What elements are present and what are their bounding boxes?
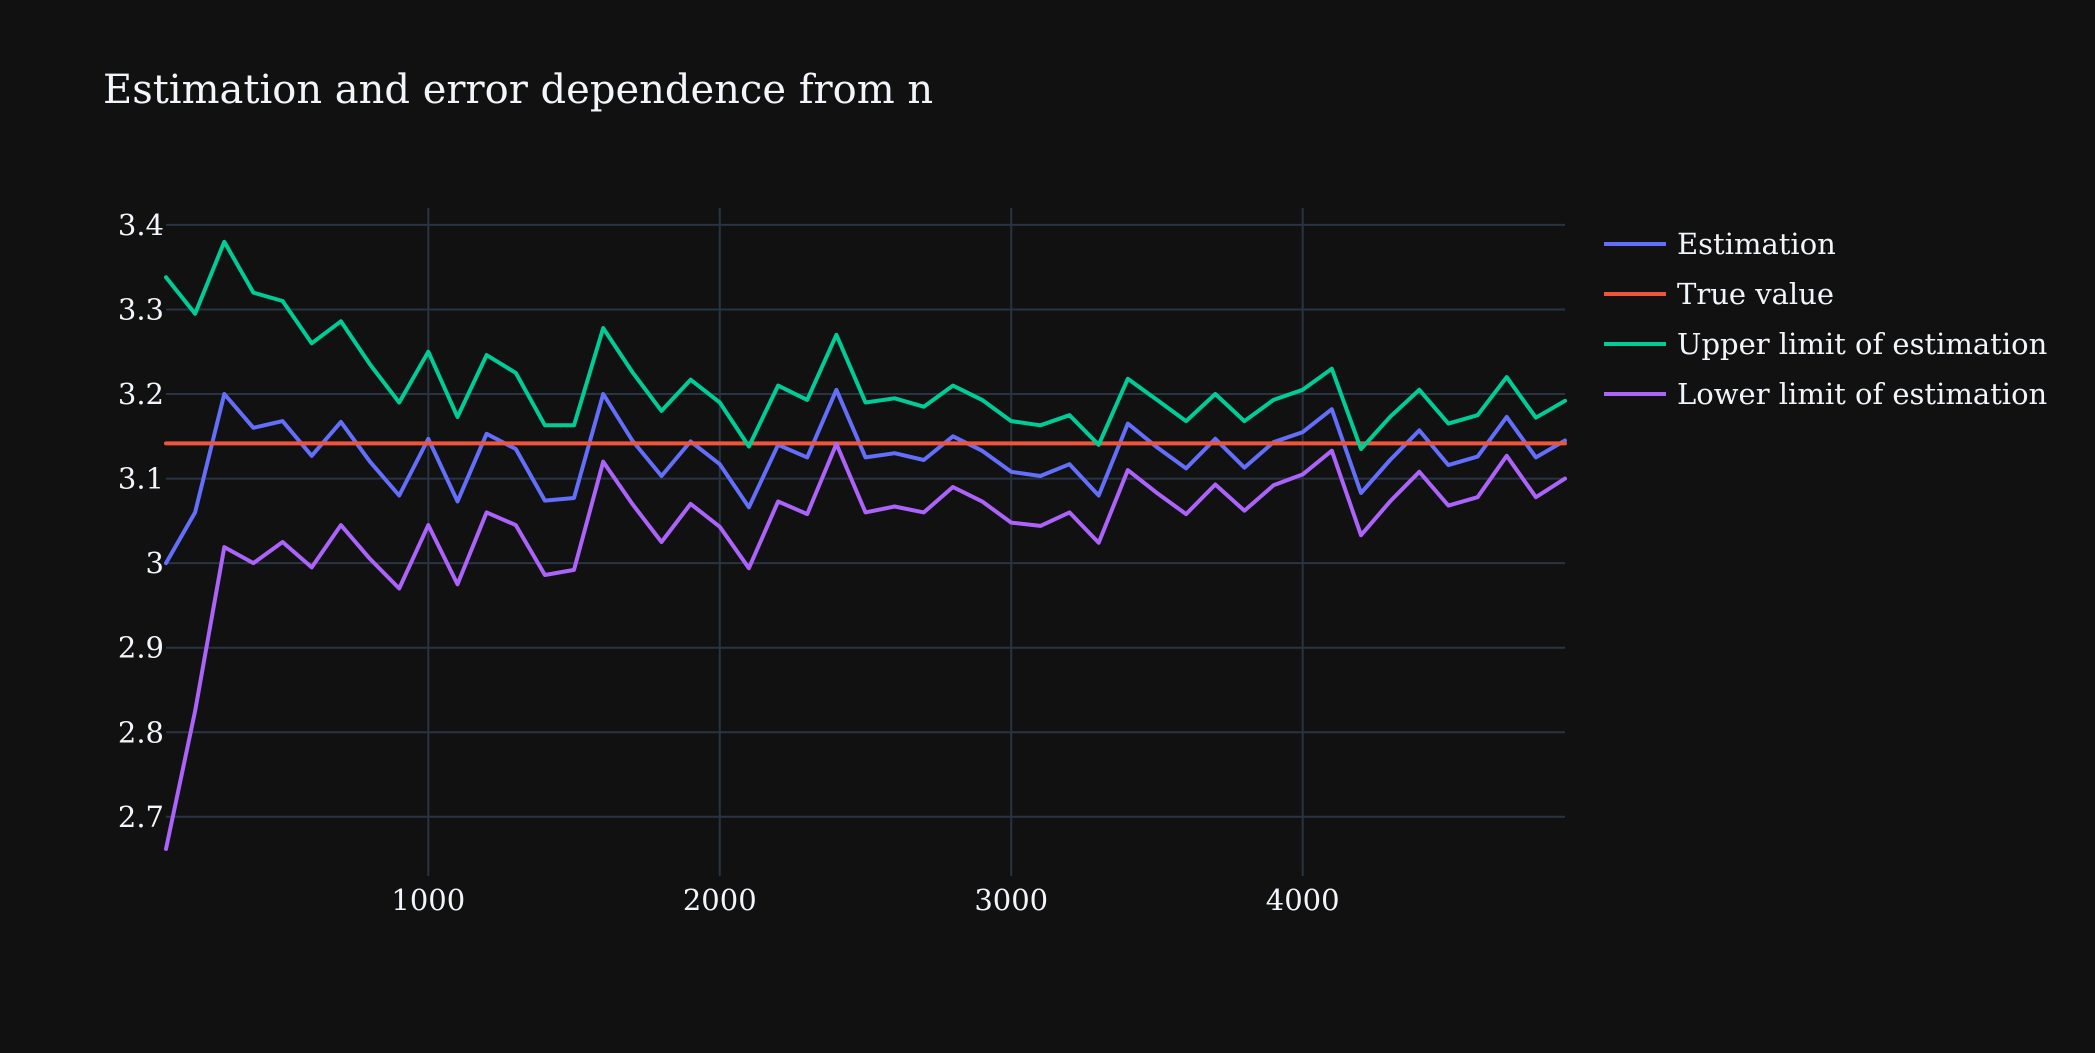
legend-label: Estimation <box>1677 227 1836 261</box>
series-lines <box>164 239 1567 851</box>
series-line-estimation <box>164 387 1567 566</box>
legend-label: Upper limit of estimation <box>1677 327 2047 361</box>
series-line-lower-limit-of-estimation <box>164 441 1567 851</box>
legend[interactable]: Estimation True value Upper limit of estim… <box>1604 227 2047 411</box>
legend-label: True value <box>1677 277 1834 311</box>
y-tick-label: 2.8 <box>118 715 164 749</box>
legend-label: Lower limit of estimation <box>1677 377 2047 411</box>
x-tick-label: 2000 <box>683 883 757 917</box>
y-tick-label: 3.1 <box>118 462 164 496</box>
legend-item-true-value[interactable]: True value <box>1604 277 1834 311</box>
x-tick-label: 4000 <box>1266 883 1340 917</box>
chart-title: Estimation and error dependence from n <box>103 67 933 113</box>
gridlines <box>166 208 1565 876</box>
y-tick-label: 2.7 <box>118 800 164 834</box>
series-line-upper-limit-of-estimation <box>164 239 1567 451</box>
legend-item-upper-limit-of-estimation[interactable]: Upper limit of estimation <box>1604 327 2047 361</box>
x-axis-ticks: 1000 2000 3000 4000 <box>391 883 1339 917</box>
y-axis-ticks: 2.7 2.8 2.9 3 3.1 3.2 3.3 3.4 <box>118 208 164 834</box>
legend-item-estimation[interactable]: Estimation <box>1604 227 1836 261</box>
y-tick-label: 3 <box>146 546 164 580</box>
legend-item-lower-limit-of-estimation[interactable]: Lower limit of estimation <box>1604 377 2047 411</box>
x-tick-label: 3000 <box>974 883 1048 917</box>
y-tick-label: 3.3 <box>118 292 164 326</box>
x-tick-label: 1000 <box>391 883 465 917</box>
y-tick-label: 3.4 <box>118 208 164 242</box>
y-tick-label: 3.2 <box>118 377 164 411</box>
y-tick-label: 2.9 <box>118 631 164 665</box>
